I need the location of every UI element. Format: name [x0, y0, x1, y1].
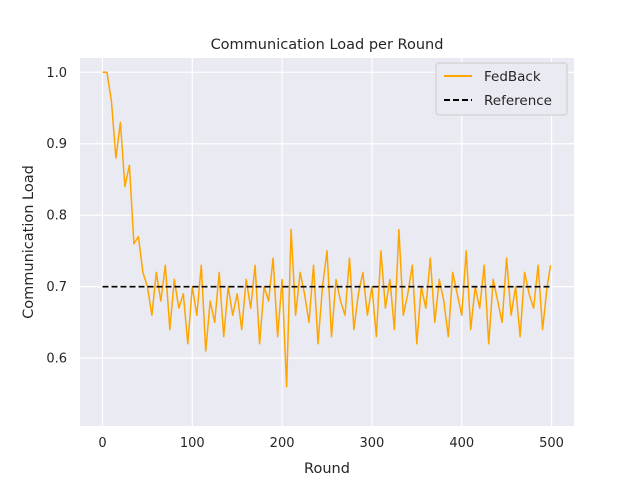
- plot-background: [80, 58, 574, 426]
- x-tick-labels: 0 100 200 300 400 500: [98, 436, 564, 451]
- x-tick-label: 300: [359, 436, 384, 451]
- x-tick-label: 400: [449, 436, 474, 451]
- x-tick-label: 0: [98, 436, 106, 451]
- x-tick-label: 500: [539, 436, 564, 451]
- y-tick-label: 0.9: [46, 137, 67, 152]
- legend-reference-label: Reference: [484, 93, 552, 109]
- legend-fedback-label: FedBack: [484, 69, 541, 85]
- y-tick-label: 0.6: [46, 352, 67, 367]
- y-tick-label: 0.7: [46, 280, 67, 295]
- y-tick-label: 1.0: [46, 66, 67, 81]
- series-fedback-line: [102, 71, 552, 388]
- y-axis-label: Communication Load: [21, 165, 37, 319]
- x-axis-label: Round: [304, 461, 350, 477]
- y-tick-label: 0.8: [46, 209, 67, 224]
- series-layer: [102, 71, 552, 388]
- chart-title: Communication Load per Round: [211, 37, 444, 53]
- y-tick-labels: 0.6 0.7 0.8 0.9 1.0: [46, 66, 67, 367]
- legend: FedBack Reference: [435, 62, 568, 116]
- x-tick-label: 100: [180, 436, 205, 451]
- x-tick-label: 200: [270, 436, 295, 451]
